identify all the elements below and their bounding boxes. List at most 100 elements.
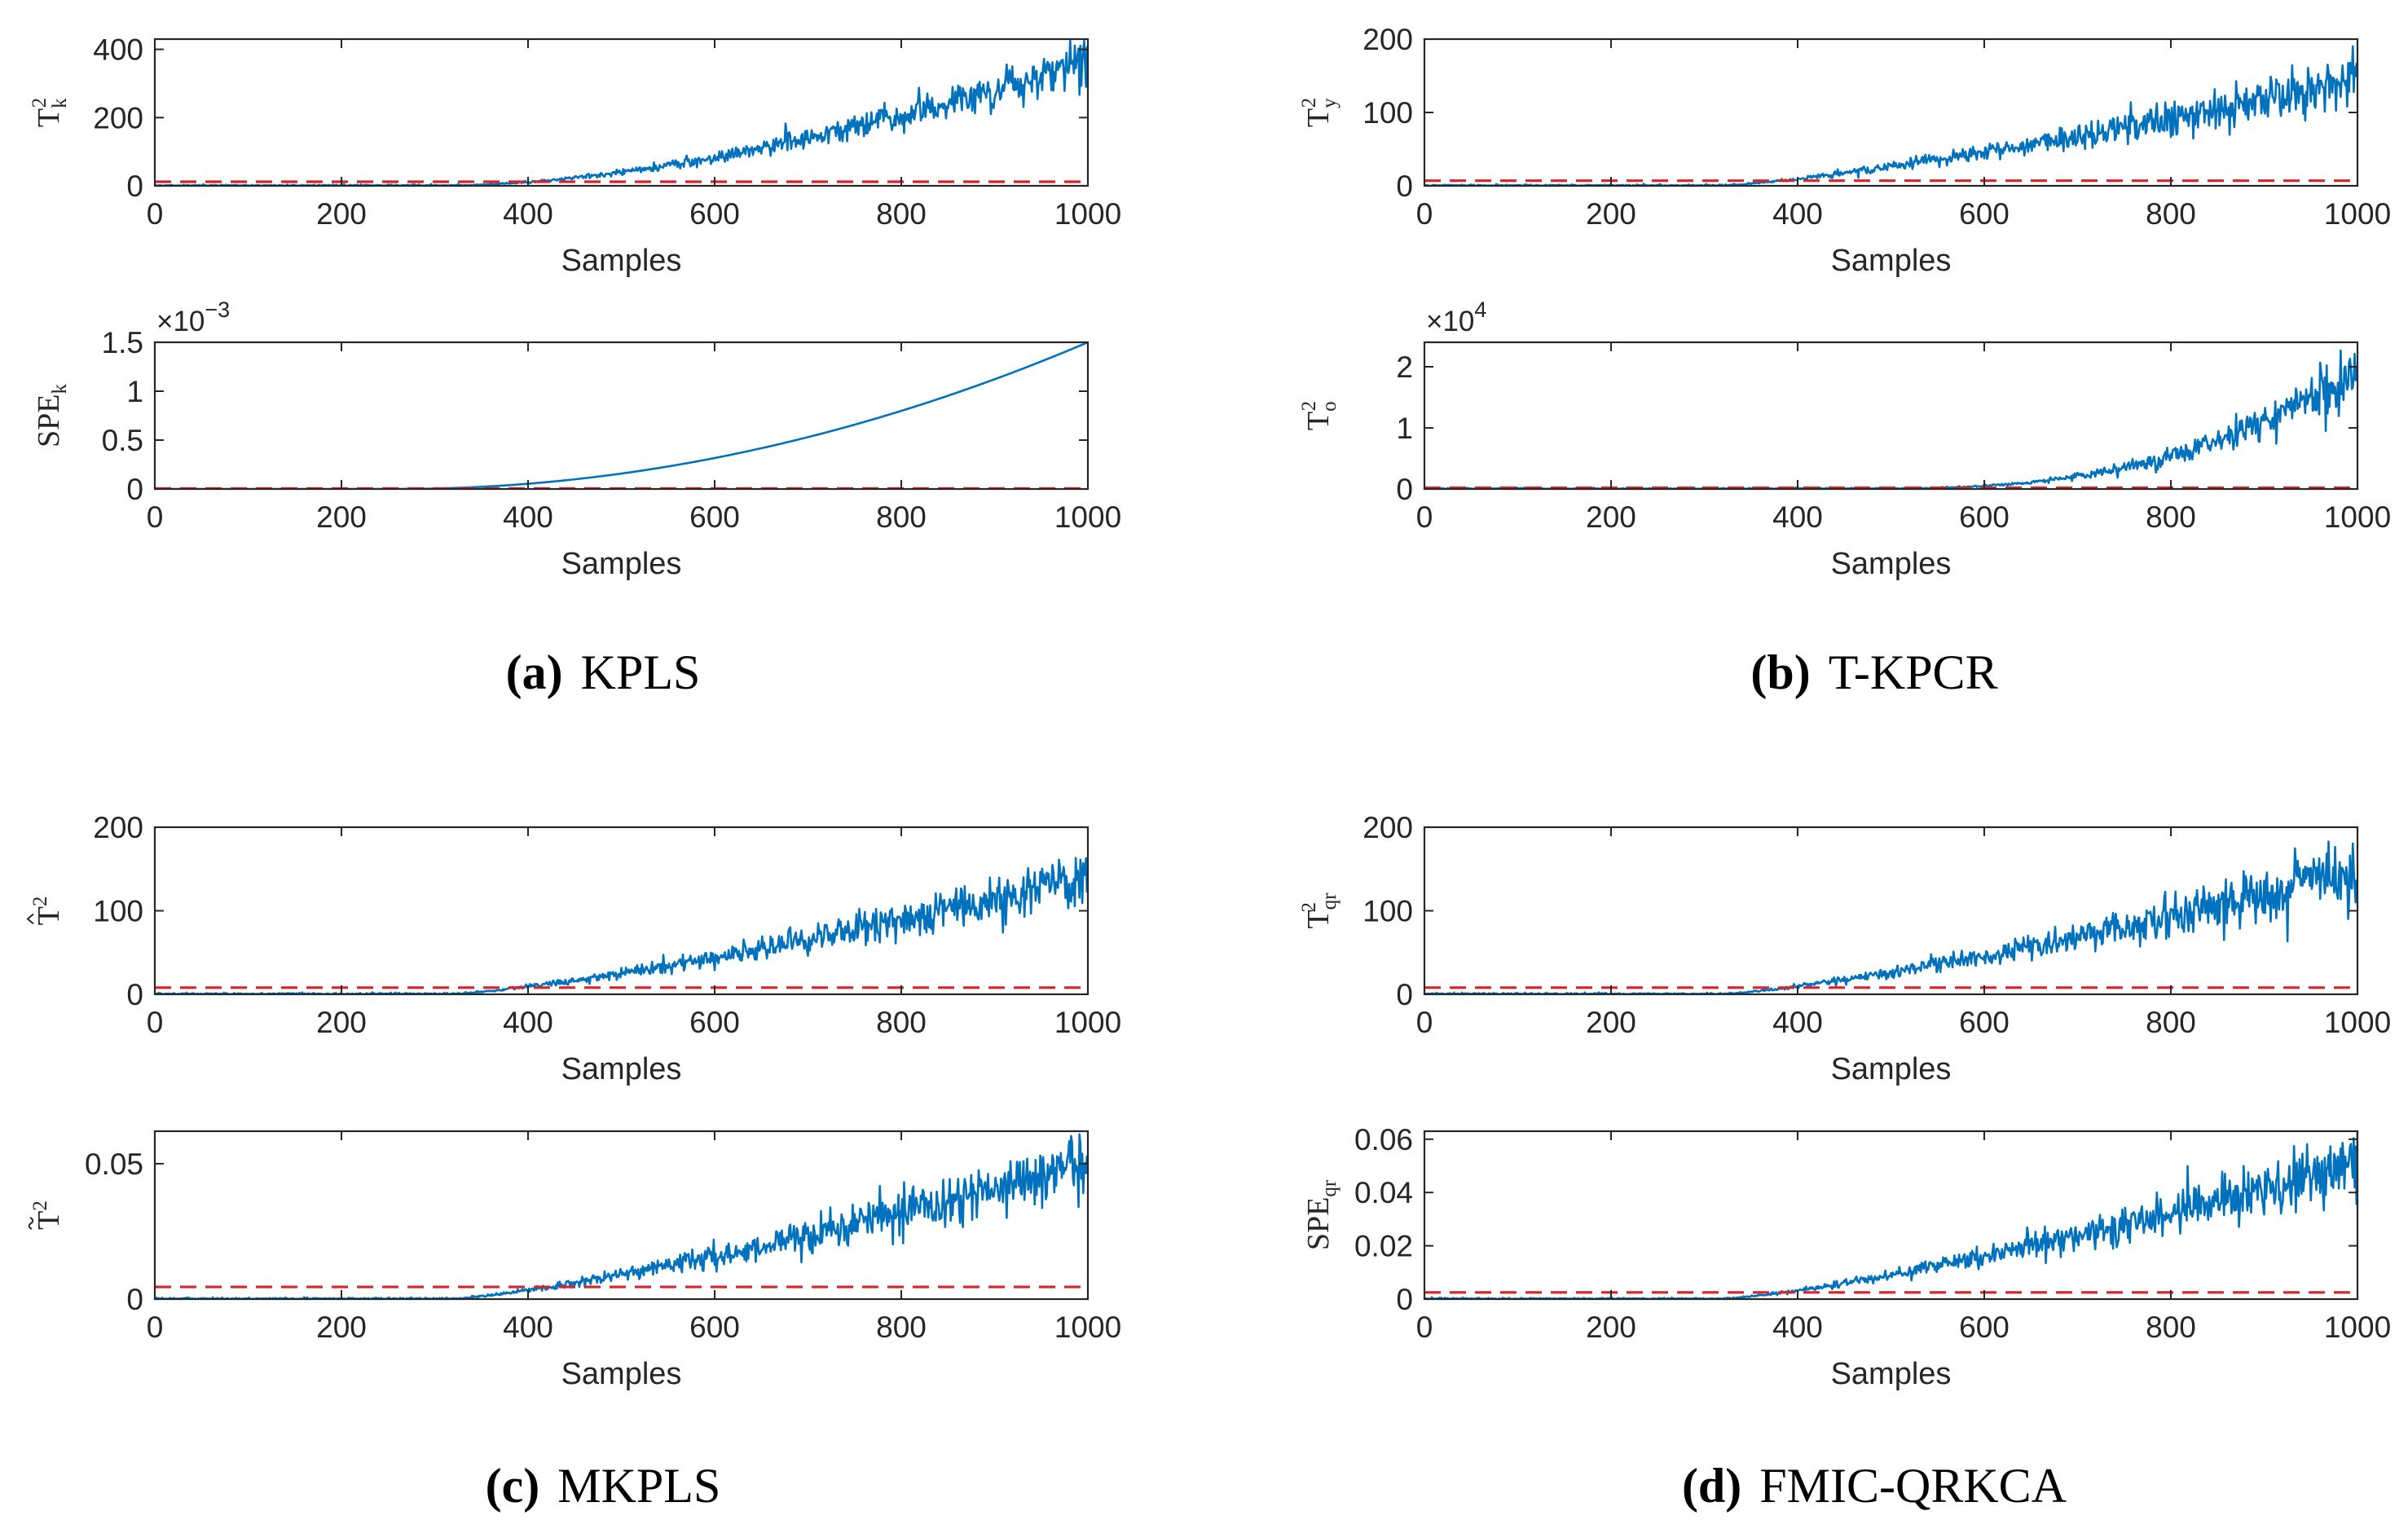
y-tick-label: 0 <box>126 473 143 506</box>
axes-box <box>153 1130 1090 1301</box>
subplot-b1: 0 200 400 600 800 1000 0 100 200 Samples Ty2 <box>1298 23 2391 278</box>
x-tick-label: 1000 <box>2324 1006 2391 1039</box>
x-tick-label: 800 <box>876 500 927 534</box>
x-tick-label: 800 <box>876 1006 927 1039</box>
y-tick-label: 0.5 <box>102 424 143 457</box>
x-tick-label: 1000 <box>2324 1311 2391 1344</box>
x-tick-label: 600 <box>689 1311 740 1344</box>
panel-caption-title: KPLS <box>581 645 701 699</box>
x-tick-label: 1000 <box>1054 500 1121 534</box>
axes-box <box>1423 1130 2359 1301</box>
y-axis-label-subscript: qr <box>1318 892 1340 910</box>
x-tick-label: 800 <box>2146 500 2196 534</box>
y-axis-label: Tqr2 <box>1298 892 1340 929</box>
axis-exponent-base: ×10 <box>1426 306 1474 337</box>
subplot-d2: 0 200 400 600 800 1000 0 0.02 0.04 0.06 Samples SPE… <box>1301 1123 2391 1391</box>
y-tick-label: 2 <box>1396 350 1413 384</box>
x-tick-label: 400 <box>503 1006 553 1039</box>
x-axis-label: Samples <box>1831 244 1952 278</box>
x-axis-label: Samples <box>561 244 682 278</box>
panel-caption-title: MKPLS <box>557 1459 720 1513</box>
y-tick-label: 0 <box>126 1283 143 1316</box>
y-axis-label-main: T <box>1301 412 1336 430</box>
x-tick-label: 0 <box>1416 1311 1433 1344</box>
x-tick-label: 0 <box>147 500 164 534</box>
axes-box <box>1423 341 2359 491</box>
x-tick-label: 600 <box>1959 1311 2010 1344</box>
panel-caption-title: T-KPCR <box>1829 645 1998 699</box>
y-axis-label-superscript: 2 <box>29 896 51 907</box>
x-tick-label: 400 <box>503 500 553 534</box>
axes-box <box>153 341 1090 491</box>
y-axis-label: T2 <box>28 1200 66 1230</box>
statistic-series-line <box>155 1133 1088 1299</box>
axis-exponent: ×10−3 <box>156 297 230 337</box>
statistic-series-line <box>1424 349 2357 489</box>
subplot-a2: 0 200 400 600 800 1000 0 0.5 1 1.5 Samples ×10−3 SPE… <box>32 297 1121 581</box>
panel-caption-title: FMIC-QRKCA <box>1759 1459 2067 1513</box>
y-axis-label-main: T <box>32 108 66 127</box>
statistic-series-line <box>155 39 1088 186</box>
y-tick-label: 100 <box>93 895 143 928</box>
axes-box <box>153 37 1090 187</box>
axis-exponent: ×104 <box>1426 297 1486 337</box>
x-tick-label: 400 <box>503 1311 553 1344</box>
x-axis-label: Samples <box>561 1357 682 1391</box>
x-axis-label: Samples <box>561 1052 682 1086</box>
x-tick-label: 600 <box>689 1006 740 1039</box>
x-tick-label: 0 <box>147 1006 164 1039</box>
statistic-series-line <box>155 857 1088 994</box>
x-tick-label: 200 <box>1586 1311 1636 1344</box>
y-axis-label: SPEk <box>32 384 71 447</box>
subplot-c2: 0 200 400 600 800 1000 0 0.05 Samples T2 <box>28 1130 1121 1391</box>
y-tick-label: 0 <box>126 978 143 1011</box>
y-axis-label-superscript: 2 <box>1298 902 1320 913</box>
x-tick-label: 1000 <box>2324 500 2391 534</box>
y-tick-label: 0 <box>1396 473 1413 506</box>
y-axis-label: To2 <box>1298 401 1340 430</box>
y-axis-label-text: SPEqr <box>1301 1179 1340 1250</box>
panel-caption-a: (a) KPLS <box>506 645 701 699</box>
x-tick-label: 0 <box>147 197 164 231</box>
x-tick-label: 400 <box>1772 1006 1823 1039</box>
x-tick-label: 800 <box>876 197 927 231</box>
x-tick-label: 600 <box>1959 500 2010 534</box>
y-axis-label-text: Tqr2 <box>1298 892 1340 929</box>
x-tick-label: 0 <box>147 1311 164 1344</box>
y-axis-label-text: T2 <box>29 896 66 926</box>
x-tick-label: 0 <box>1416 197 1433 231</box>
y-tick-label: 0.05 <box>85 1148 143 1181</box>
y-tick-label: 200 <box>93 101 143 134</box>
y-tick-label: 0 <box>126 170 143 203</box>
y-tick-label: 0 <box>1396 1283 1413 1316</box>
x-axis-label: Samples <box>561 547 682 581</box>
x-tick-label: 400 <box>503 197 553 231</box>
x-tick-label: 400 <box>1772 197 1823 231</box>
statistic-series-line <box>155 342 1088 489</box>
x-tick-label: 1000 <box>2324 197 2391 231</box>
y-axis-label-subscript: k <box>49 98 71 108</box>
x-axis-label: Samples <box>1831 1052 1952 1086</box>
x-tick-label: 200 <box>1586 500 1636 534</box>
axis-exponent-power: −3 <box>205 297 230 322</box>
x-tick-label: 200 <box>316 1006 367 1039</box>
x-tick-label: 600 <box>1959 197 2010 231</box>
y-axis-label-main: T <box>32 1211 66 1230</box>
statistic-series-line <box>1424 840 2357 994</box>
y-tick-label: 0 <box>1396 170 1413 203</box>
statistic-series-line <box>1424 45 2357 186</box>
statistic-series-line <box>1424 1131 2357 1299</box>
y-tick-label: 0.02 <box>1354 1230 1413 1263</box>
x-tick-label: 200 <box>1586 197 1636 231</box>
tilde-accent <box>28 1217 34 1230</box>
y-axis-label-main: SPE <box>1301 1197 1336 1250</box>
x-tick-label: 200 <box>1586 1006 1636 1039</box>
y-tick-label: 200 <box>1362 811 1413 844</box>
y-axis-label-superscript: 2 <box>29 98 51 108</box>
x-axis-label: Samples <box>1831 1357 1952 1391</box>
panel-caption-d: (d) FMIC-QRKCA <box>1682 1459 2067 1513</box>
x-tick-label: 600 <box>689 500 740 534</box>
subplot-c1: 0 200 400 600 800 1000 0 100 200 Samples T2 <box>26 811 1121 1086</box>
